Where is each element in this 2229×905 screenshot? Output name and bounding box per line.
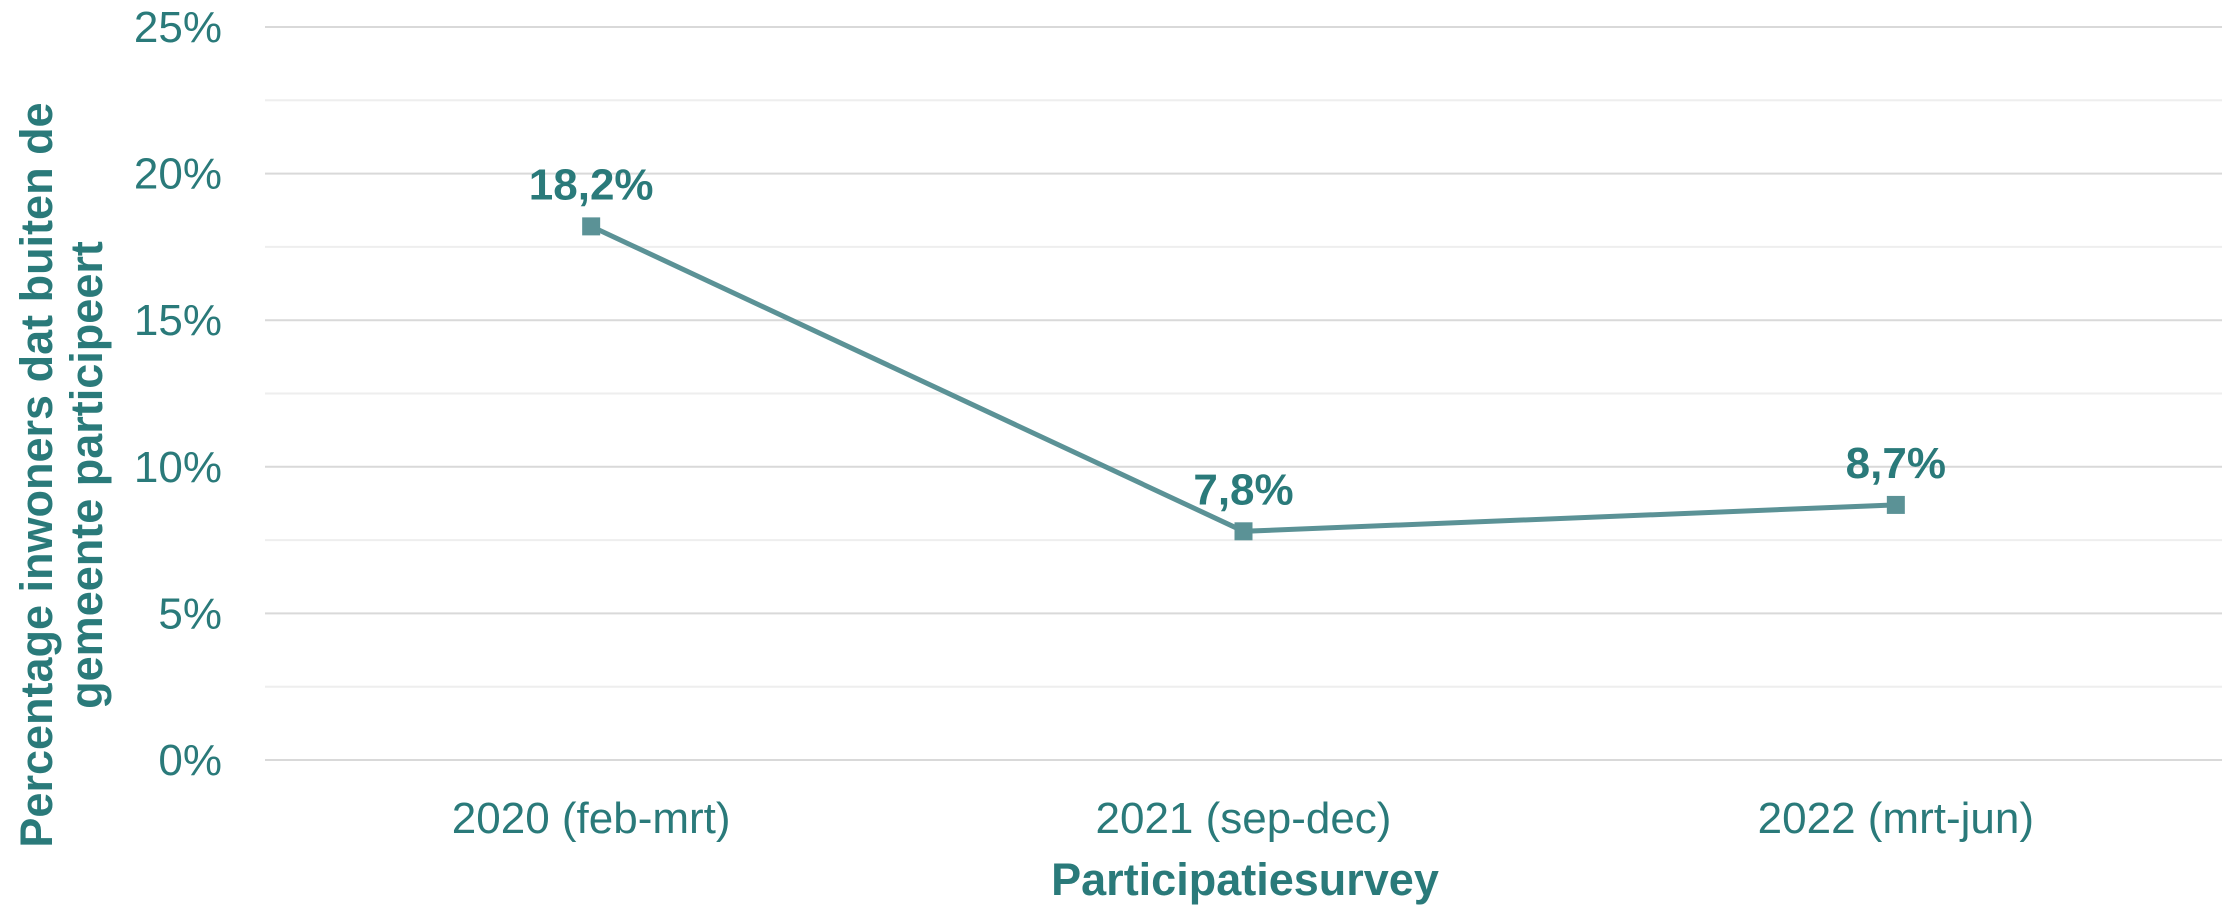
y-tick-label: 0% — [158, 736, 222, 785]
data-point-marker — [1886, 495, 1905, 514]
data-point-marker — [582, 217, 601, 236]
y-axis-title: Percentage inwoners dat buiten de gemeen… — [11, 102, 112, 847]
y-tick-label: 20% — [134, 150, 222, 199]
y-tick-label: 25% — [134, 3, 222, 52]
series-group: 18,2% 7,8% 8,7% — [529, 160, 1946, 541]
y-axis-title-line-1: Percentage inwoners dat buiten de — [11, 102, 62, 847]
y-tick-label: 15% — [134, 296, 222, 345]
y-axis-ticks: 0% 5% 10% 15% 20% 25% — [134, 3, 222, 785]
data-point-marker — [1234, 522, 1253, 541]
y-tick-label: 10% — [134, 443, 222, 492]
y-tick-label: 5% — [158, 589, 222, 638]
y-axis-title-line-2: gemeente participeert — [61, 241, 112, 709]
x-tick-label: 2021 (sep-dec) — [1096, 794, 1392, 843]
gridlines — [265, 26, 2222, 761]
x-axis-title: Participatiesurvey — [1051, 854, 1439, 905]
data-label: 18,2% — [529, 160, 654, 209]
data-label: 8,7% — [1846, 439, 1946, 488]
x-tick-label: 2022 (mrt-jun) — [1758, 794, 2034, 843]
x-tick-label: 2020 (feb-mrt) — [452, 794, 731, 843]
data-label: 7,8% — [1193, 465, 1293, 514]
x-axis-ticks: 2020 (feb-mrt) 2021 (sep-dec) 2022 (mrt-ju… — [452, 794, 2034, 843]
